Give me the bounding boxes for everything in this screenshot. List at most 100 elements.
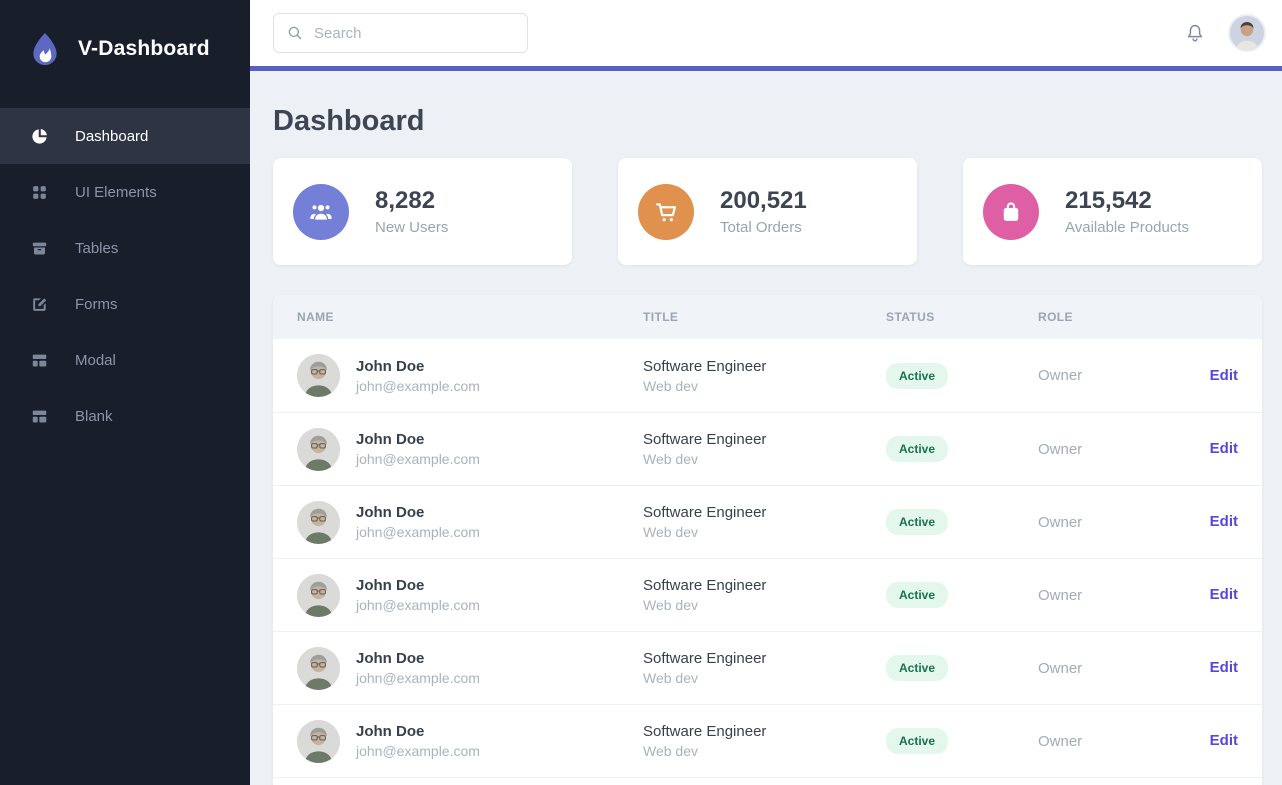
user-title: Software Engineer (643, 650, 767, 667)
notifications-bell-icon[interactable] (1184, 22, 1206, 44)
stat-label: New Users (375, 218, 449, 236)
search-icon (288, 26, 302, 40)
status-badge: Active (886, 436, 949, 462)
app-title: V-Dashboard (78, 37, 210, 60)
row-avatar (297, 427, 340, 471)
status-badge: Active (886, 582, 949, 608)
table-row: John Doe john@example.com Software Engin… (273, 339, 1262, 412)
accent-bar (250, 66, 1282, 71)
grid-icon (30, 183, 49, 202)
search-input[interactable] (314, 24, 515, 42)
sidebar-item-modal[interactable]: Modal (0, 332, 250, 388)
stat-value: 8,282 (375, 187, 436, 215)
table-row: John Doe john@example.com Software Engin… (273, 412, 1262, 485)
layout-icon (30, 351, 49, 370)
sidebar-item-tables[interactable]: Tables (0, 220, 250, 276)
layout-icon (30, 407, 49, 426)
status-badge: Active (886, 362, 949, 389)
table-row: John Doe john@example.com Software Engin… (273, 704, 1262, 777)
edit-link[interactable]: Edit (1209, 732, 1238, 749)
stats-row: 8,282 New Users 200,521 Total Orders 215… (273, 158, 1262, 265)
user-email: john@example.com (356, 743, 480, 759)
stat-label: Total Orders (720, 218, 802, 236)
archive-icon (30, 239, 49, 258)
user-role: Owner (1038, 513, 1083, 531)
column-header-name: NAME (297, 310, 334, 324)
user-name: John Doe (356, 650, 425, 667)
user-email: john@example.com (356, 451, 480, 467)
edit-link[interactable]: Edit (1209, 586, 1238, 603)
user-subtitle: Web dev (643, 597, 698, 613)
pie-chart-icon (30, 127, 49, 146)
user-email: john@example.com (356, 524, 480, 540)
user-email: john@example.com (356, 377, 480, 394)
status-badge: Active (886, 509, 949, 535)
bag-icon (983, 183, 1039, 240)
user-role: Owner (1038, 586, 1083, 604)
column-header-role: ROLE (1038, 310, 1073, 324)
sidebar-item-forms[interactable]: Forms (0, 276, 250, 332)
status-badge: Active (886, 728, 949, 754)
user-name: John Doe (356, 357, 425, 375)
edit-link[interactable]: Edit (1209, 659, 1238, 676)
user-name: John Doe (356, 577, 425, 594)
user-avatar[interactable] (1230, 16, 1264, 50)
user-email: john@example.com (356, 597, 480, 613)
user-subtitle: Web dev (643, 524, 698, 540)
user-subtitle: Web dev (643, 451, 698, 467)
table-row: John Doe john@example.com Software Engin… (273, 777, 1262, 785)
row-avatar (297, 646, 340, 690)
edit-icon (30, 295, 49, 314)
table-body: John Doe john@example.com Software Engin… (273, 339, 1262, 785)
search-box[interactable] (273, 13, 528, 53)
user-role: Owner (1038, 367, 1083, 384)
stat-card: 200,521 Total Orders (618, 158, 917, 265)
users-table: NAME TITLE STATUS ROLE (273, 295, 1262, 785)
edit-link[interactable]: Edit (1209, 366, 1238, 384)
user-role: Owner (1038, 732, 1083, 750)
user-title: Software Engineer (643, 577, 767, 594)
user-title: Software Engineer (643, 504, 767, 521)
users-icon (293, 183, 349, 240)
column-header-status: STATUS (886, 310, 935, 324)
user-subtitle: Web dev (643, 743, 698, 759)
row-avatar (297, 354, 340, 397)
user-name: John Doe (356, 431, 425, 448)
user-name: John Doe (356, 723, 425, 740)
table-row: John Doe john@example.com Software Engin… (273, 558, 1262, 631)
cart-icon (638, 183, 694, 240)
page-title: Dashboard (273, 105, 425, 137)
edit-link[interactable]: Edit (1209, 513, 1238, 530)
user-title: Software Engineer (643, 357, 767, 375)
sidebar-nav: Dashboard UI Elements Tables Forms Modal… (0, 108, 250, 444)
sidebar-item-ui-elements[interactable]: UI Elements (0, 164, 250, 220)
flame-logo-icon (33, 32, 57, 66)
stat-value: 215,542 (1065, 187, 1152, 215)
user-role: Owner (1038, 659, 1083, 677)
user-title: Software Engineer (643, 723, 767, 740)
user-name: John Doe (356, 504, 425, 521)
stat-card: 215,542 Available Products (963, 158, 1262, 265)
user-subtitle: Web dev (643, 670, 698, 686)
user-role: Owner (1038, 440, 1083, 458)
topbar (250, 0, 1282, 66)
sidebar: V-Dashboard Dashboard UI Elements Tables… (0, 0, 250, 785)
table-row: John Doe john@example.com Software Engin… (273, 485, 1262, 558)
table-header-row: NAME TITLE STATUS ROLE (273, 295, 1262, 339)
table-row: John Doe john@example.com Software Engin… (273, 631, 1262, 704)
main-content: Dashboard 8,282 New Users 200,521 Total … (250, 71, 1282, 785)
stat-label: Available Products (1065, 218, 1189, 236)
user-email: john@example.com (356, 670, 480, 686)
stat-card: 8,282 New Users (273, 158, 572, 265)
sidebar-item-blank[interactable]: Blank (0, 388, 250, 444)
edit-link[interactable]: Edit (1209, 440, 1238, 457)
user-title: Software Engineer (643, 431, 767, 448)
column-header-title: TITLE (643, 310, 679, 324)
stat-value: 200,521 (720, 187, 807, 215)
sidebar-item-dashboard[interactable]: Dashboard (0, 108, 250, 164)
row-avatar (297, 719, 340, 763)
status-badge: Active (886, 655, 949, 681)
logo: V-Dashboard (0, 0, 250, 104)
row-avatar (297, 573, 340, 617)
row-avatar (297, 500, 340, 544)
